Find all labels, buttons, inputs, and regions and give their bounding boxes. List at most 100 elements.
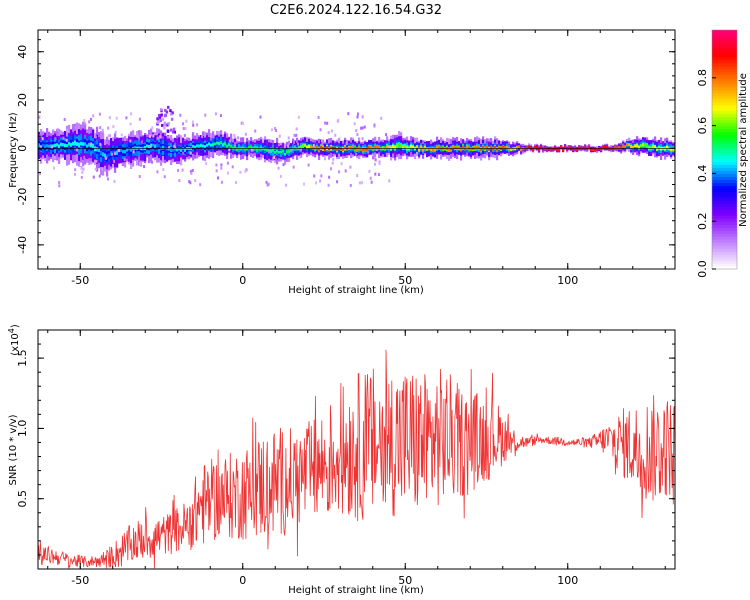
heat-speckle xyxy=(361,115,364,119)
heat-speckle xyxy=(129,122,132,126)
heat-speckle xyxy=(287,136,290,140)
colorbar-tick-label: 0.0 xyxy=(696,260,709,278)
heat-cell xyxy=(246,147,249,151)
heat-cell xyxy=(538,147,541,151)
heat-speckle xyxy=(360,181,363,185)
heat-speckle xyxy=(215,169,218,173)
heat-cell xyxy=(604,145,607,149)
heat-speckle xyxy=(356,112,359,116)
heat-cell xyxy=(74,140,77,146)
heat-speckle xyxy=(388,179,391,183)
heat-speckle xyxy=(254,129,257,133)
heat-speckle xyxy=(184,127,187,131)
heat-cell xyxy=(522,147,525,151)
heat-cell xyxy=(224,142,227,146)
heat-cell xyxy=(164,146,167,150)
heat-cell xyxy=(282,149,285,153)
heat-speckle xyxy=(369,176,372,180)
heat-cell xyxy=(350,146,353,150)
heat-speckle xyxy=(41,137,44,141)
heat-cell xyxy=(508,147,511,151)
bottom-x-tick-label: 50 xyxy=(398,574,412,587)
colorbar-segment xyxy=(712,134,737,139)
heat-speckle xyxy=(250,148,253,152)
heat-cell xyxy=(170,148,173,153)
heat-speckle xyxy=(188,180,191,184)
heat-cell xyxy=(600,147,603,151)
heat-cell xyxy=(46,144,49,148)
heat-cell xyxy=(176,148,179,152)
heat-burst xyxy=(166,123,169,127)
heat-speckle xyxy=(101,128,104,132)
heat-cell xyxy=(428,147,431,151)
heat-speckle xyxy=(295,133,298,137)
heat-speckle xyxy=(183,134,186,138)
heat-cell xyxy=(174,148,177,152)
bottom-y-tick-label: 1.0 xyxy=(16,420,29,438)
heat-speckle xyxy=(54,137,57,141)
heat-cell xyxy=(434,148,437,151)
colorbar-segment xyxy=(712,125,737,130)
colorbar-segment xyxy=(712,77,737,82)
heat-cell xyxy=(66,144,69,148)
heat-speckle xyxy=(295,127,298,131)
heat-speckle xyxy=(307,163,310,167)
heat-cell xyxy=(366,148,369,152)
heat-speckle xyxy=(182,127,185,131)
heat-cell xyxy=(122,150,125,154)
top-y-tick-label: 40 xyxy=(16,45,29,59)
heat-speckle xyxy=(132,150,135,154)
heat-burst xyxy=(170,112,173,116)
heat-cell xyxy=(302,144,305,148)
heat-speckle xyxy=(38,115,41,119)
heat-cell xyxy=(200,143,203,148)
colorbar-segment xyxy=(712,65,737,70)
heat-speckle xyxy=(273,155,276,159)
heat-cell xyxy=(444,147,447,151)
colorbar-segment xyxy=(712,233,737,237)
heat-speckle xyxy=(43,157,46,161)
heat-speckle xyxy=(283,159,286,163)
colorbar-segment xyxy=(712,95,737,100)
heat-burst xyxy=(167,105,170,109)
heat-speckle xyxy=(94,167,97,171)
heat-speckle xyxy=(327,183,330,187)
heat-speckle xyxy=(266,183,269,187)
heat-speckle xyxy=(347,112,350,116)
colorbar-segment xyxy=(712,30,737,34)
colorbar-segment xyxy=(712,254,737,258)
heat-burst xyxy=(170,117,174,121)
colorbar-segment xyxy=(712,206,737,210)
colorbar-segment xyxy=(712,245,737,249)
heat-cell xyxy=(602,146,605,149)
heat-speckle xyxy=(107,126,110,130)
heat-cell xyxy=(356,148,359,152)
colorbar-segment xyxy=(712,227,737,231)
heat-cell xyxy=(100,150,103,156)
heat-cell xyxy=(540,145,543,149)
heat-speckle xyxy=(330,129,333,133)
heat-cell xyxy=(394,146,397,150)
heat-cell xyxy=(566,147,569,151)
colorbar-segment xyxy=(712,101,737,106)
heat-cell xyxy=(254,146,257,150)
heat-speckle xyxy=(267,182,270,186)
heat-cell xyxy=(534,145,537,149)
heat-cell xyxy=(288,149,291,153)
heat-speckle xyxy=(228,148,231,152)
heat-burst xyxy=(166,129,170,133)
top-plot-frame xyxy=(37,29,676,270)
heat-cell xyxy=(448,148,451,152)
heat-cell xyxy=(452,145,455,149)
heat-cell xyxy=(72,141,75,146)
colorbar-segment xyxy=(712,59,737,64)
colorbar-segment xyxy=(712,44,737,49)
heat-speckle xyxy=(251,153,254,157)
heat-burst xyxy=(165,110,169,114)
heat-speckle xyxy=(104,156,107,160)
top-y-tick-label: 0 xyxy=(16,145,29,152)
heat-speckle xyxy=(229,139,232,143)
heat-speckle xyxy=(50,133,53,137)
colorbar-segment xyxy=(712,257,737,261)
heat-cell xyxy=(180,148,183,153)
